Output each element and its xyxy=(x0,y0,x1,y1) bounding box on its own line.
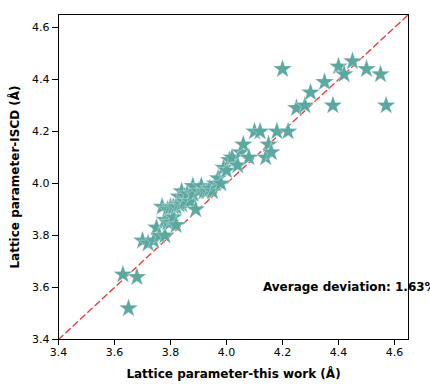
svg-text:3.4: 3.4 xyxy=(32,333,50,346)
svg-text:3.8: 3.8 xyxy=(162,346,180,359)
svg-text:4.0: 4.0 xyxy=(32,177,50,190)
svg-text:4.6: 4.6 xyxy=(32,21,50,34)
svg-text:Lattice parameter-this work (Å: Lattice parameter-this work (Å) xyxy=(126,366,340,381)
svg-text:4.0: 4.0 xyxy=(218,346,236,359)
svg-text:4.4: 4.4 xyxy=(32,73,50,86)
svg-text:3.6: 3.6 xyxy=(32,281,50,294)
svg-text:3.4: 3.4 xyxy=(50,346,68,359)
svg-text:Lattice parameter-ISCD (Å): Lattice parameter-ISCD (Å) xyxy=(7,85,22,268)
svg-text:3.8: 3.8 xyxy=(32,229,50,242)
svg-text:4.6: 4.6 xyxy=(386,346,404,359)
svg-text:Average deviation: 1.63%: Average deviation: 1.63% xyxy=(263,280,430,294)
svg-text:3.6: 3.6 xyxy=(106,346,124,359)
svg-text:4.4: 4.4 xyxy=(330,346,348,359)
svg-text:4.2: 4.2 xyxy=(32,125,50,138)
svg-text:4.2: 4.2 xyxy=(274,346,292,359)
